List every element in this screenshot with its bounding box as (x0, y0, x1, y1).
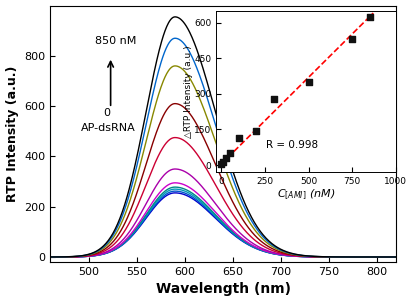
Text: 0: 0 (104, 108, 111, 118)
X-axis label: Wavelength (nm): Wavelength (nm) (156, 282, 290, 297)
Text: 850 nM: 850 nM (95, 36, 136, 46)
Text: AP-dsRNA: AP-dsRNA (81, 123, 136, 133)
Y-axis label: RTP Intensity (a.u.): RTP Intensity (a.u.) (5, 66, 19, 202)
